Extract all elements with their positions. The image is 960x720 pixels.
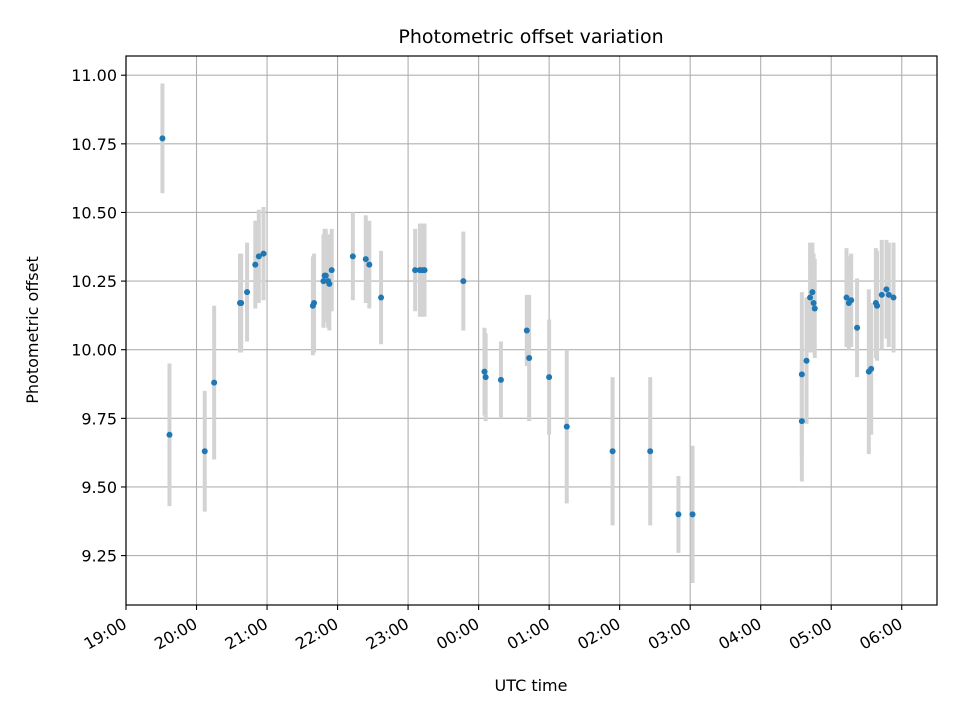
y-tick-label: 10.00: [71, 341, 117, 360]
y-tick-label: 10.50: [71, 203, 117, 222]
data-point: [311, 300, 318, 307]
data-point: [421, 267, 428, 274]
data-point: [848, 297, 855, 304]
data-point: [166, 431, 173, 438]
data-point: [326, 280, 333, 287]
data-point: [238, 300, 245, 307]
data-point: [366, 261, 373, 268]
data-point: [322, 272, 329, 279]
data-point: [526, 354, 533, 361]
data-point: [201, 448, 208, 455]
data-point: [890, 294, 897, 301]
data-point: [260, 250, 267, 257]
data-point: [349, 253, 356, 260]
data-point: [320, 278, 327, 285]
data-point: [878, 291, 885, 298]
data-point: [378, 294, 385, 301]
y-tick-label: 9.50: [81, 478, 117, 497]
data-point: [497, 376, 504, 383]
data-point: [609, 448, 616, 455]
data-point: [481, 368, 488, 375]
data-point: [412, 267, 419, 274]
data-point: [252, 261, 259, 268]
data-point: [810, 300, 817, 307]
data-point: [811, 305, 818, 312]
y-tick-label: 10.25: [71, 272, 117, 291]
data-point: [523, 327, 530, 334]
plot-frame: [125, 55, 938, 606]
chart-title: Photometric offset variation: [398, 26, 663, 48]
y-tick-label: 11.00: [71, 66, 117, 85]
y-axis: 9.25 9.50 9.75 10.00 10.25 10.50 10.75 11.00: [71, 66, 126, 566]
grid: [125, 56, 937, 605]
data-point: [675, 511, 682, 518]
data-points: [159, 135, 897, 518]
data-point: [874, 302, 881, 309]
y-tick-label: 10.75: [71, 135, 117, 154]
y-tick-label: 9.75: [81, 409, 117, 428]
data-point: [885, 291, 892, 298]
data-point: [159, 135, 166, 142]
x-axis-label: UTC time: [495, 676, 568, 695]
data-point: [647, 448, 654, 455]
data-point: [868, 365, 875, 372]
y-tick-label: 9.25: [81, 547, 117, 566]
data-point: [211, 379, 218, 386]
data-point: [546, 374, 553, 381]
data-point: [843, 294, 850, 301]
data-point: [255, 253, 262, 260]
data-point: [460, 278, 467, 285]
data-point: [362, 256, 369, 263]
data-point: [809, 289, 816, 296]
data-point: [482, 374, 489, 381]
data-point: [883, 286, 890, 293]
data-point: [854, 324, 861, 331]
data-point: [807, 294, 814, 301]
data-point: [803, 357, 810, 364]
data-point: [798, 418, 805, 425]
data-point: [563, 423, 570, 430]
data-point: [689, 511, 696, 518]
data-point: [798, 371, 805, 378]
data-point: [328, 267, 335, 274]
y-axis-label: Photometric offset: [23, 256, 42, 404]
data-point: [244, 289, 251, 296]
